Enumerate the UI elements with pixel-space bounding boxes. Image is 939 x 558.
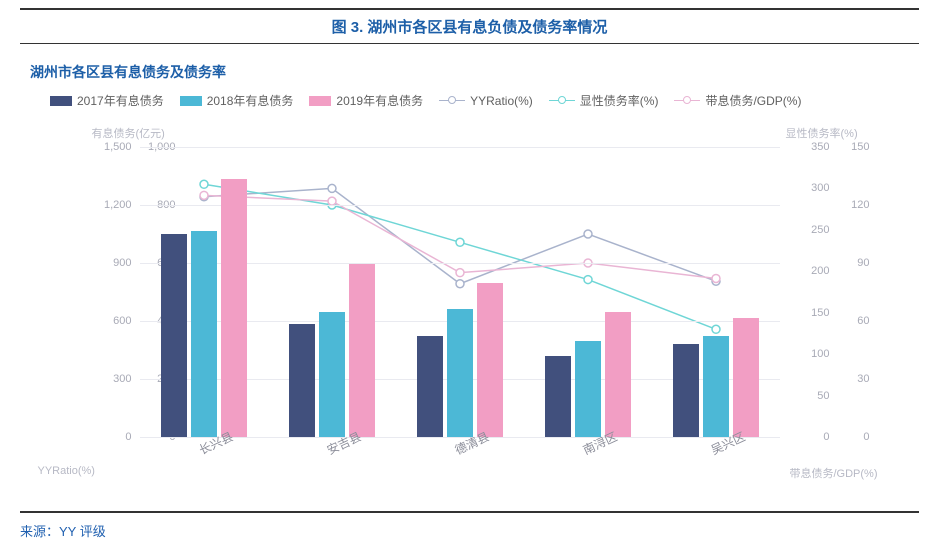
ytick-left1: 1,500 [92,141,132,153]
marker-explicit [584,276,592,284]
chart-subtitle: 湖州市各区县有息债务及债务率 [30,62,919,82]
marker-gdp [712,274,720,282]
marker-gdp [328,197,336,205]
legend-label-explicit: 显性债务率(%) [580,92,659,109]
legend-label-2018: 2018年有息债务 [207,92,294,109]
line-yyratio [204,188,716,283]
line-explicit [204,184,716,329]
ytick-right1: 250 [790,224,830,236]
ytick-left1: 600 [92,315,132,327]
axis-label-right1: 显性债务率(%) [786,125,858,141]
circle-marker-icon [558,96,566,104]
ytick-right1: 300 [790,182,830,194]
legend-label-gdp: 带息债务/GDP(%) [705,92,801,109]
legend-item-yyratio: YYRatio(%) [439,94,533,108]
marker-yyratio [712,277,720,285]
source-text: 来源：YY 评级 [20,521,919,540]
ytick-left1: 0 [92,431,132,443]
bar-2018 [447,309,473,437]
ytick-right1: 100 [790,348,830,360]
bar-2017 [417,336,443,438]
chart-area: 有息债务(亿元) 显性债务率(%) YYRatio(%) 带息债务/GDP(%)… [30,117,910,497]
bar-2019 [349,264,375,437]
ytick-left1: 300 [92,373,132,385]
bar-2018 [191,231,217,437]
marker-yyratio [328,184,336,192]
axis-label-left1: 有息债务(亿元) [92,125,165,141]
legend-swatch-2018 [180,96,202,106]
bar-2019 [733,318,759,437]
axis-label-bottom-right: 带息债务/GDP(%) [790,465,878,481]
marker-yyratio [456,280,464,288]
ytick-right1: 200 [790,265,830,277]
ytick-left1: 900 [92,257,132,269]
marker-explicit [200,180,208,188]
marker-gdp [456,269,464,277]
legend-label-2017: 2017年有息债务 [77,92,164,109]
marker-explicit [456,238,464,246]
figure-title-bar: 图 3. 湖州市各区县有息负债及债务率情况 [20,8,919,44]
bar-2019 [605,312,631,437]
legend-swatch-2019 [309,96,331,106]
ytick-right2: 60 [830,315,870,327]
ytick-right1: 150 [790,307,830,319]
bar-2017 [289,324,315,437]
legend-item-gdp: 带息债务/GDP(%) [674,92,801,109]
legend-line-gdp [674,100,700,101]
ytick-right2: 30 [830,373,870,385]
legend-item-2017: 2017年有息债务 [50,92,164,109]
plot-area [140,147,780,437]
bar-2018 [703,336,729,438]
legend-swatch-2017 [50,96,72,106]
line-gdp [204,195,716,278]
circle-marker-icon [683,96,691,104]
legend: 2017年有息债务 2018年有息债务 2019年有息债务 YYRatio(%)… [50,92,919,109]
ytick-right1: 0 [790,431,830,443]
bar-2017 [161,234,187,437]
legend-line-explicit [549,100,575,101]
ytick-right2: 90 [830,257,870,269]
ytick-right2: 0 [830,431,870,443]
circle-marker-icon [448,96,456,104]
ytick-right2: 120 [830,199,870,211]
ytick-right1: 350 [790,141,830,153]
legend-label-2019: 2019年有息债务 [336,92,423,109]
ytick-right1: 50 [790,390,830,402]
axis-label-bottom-left: YYRatio(%) [38,465,95,477]
bar-2018 [575,341,601,437]
legend-label-yyratio: YYRatio(%) [470,94,533,108]
legend-item-2019: 2019年有息债务 [309,92,423,109]
marker-explicit [712,325,720,333]
gridline [140,437,780,438]
marker-yyratio [584,230,592,238]
legend-line-yyratio [439,100,465,101]
bar-2019 [221,179,247,437]
legend-item-explicit: 显性债务率(%) [549,92,659,109]
marker-gdp [200,191,208,199]
figure-title: 图 3. 湖州市各区县有息负债及债务率情况 [332,19,608,36]
ytick-left1: 1,200 [92,199,132,211]
legend-item-2018: 2018年有息债务 [180,92,294,109]
ytick-right2: 150 [830,141,870,153]
marker-yyratio [200,193,208,201]
bar-2017 [673,344,699,437]
bar-2019 [477,283,503,437]
bottom-rule [20,511,919,513]
bar-2017 [545,356,571,437]
bar-2018 [319,312,345,437]
gridline [140,147,780,148]
